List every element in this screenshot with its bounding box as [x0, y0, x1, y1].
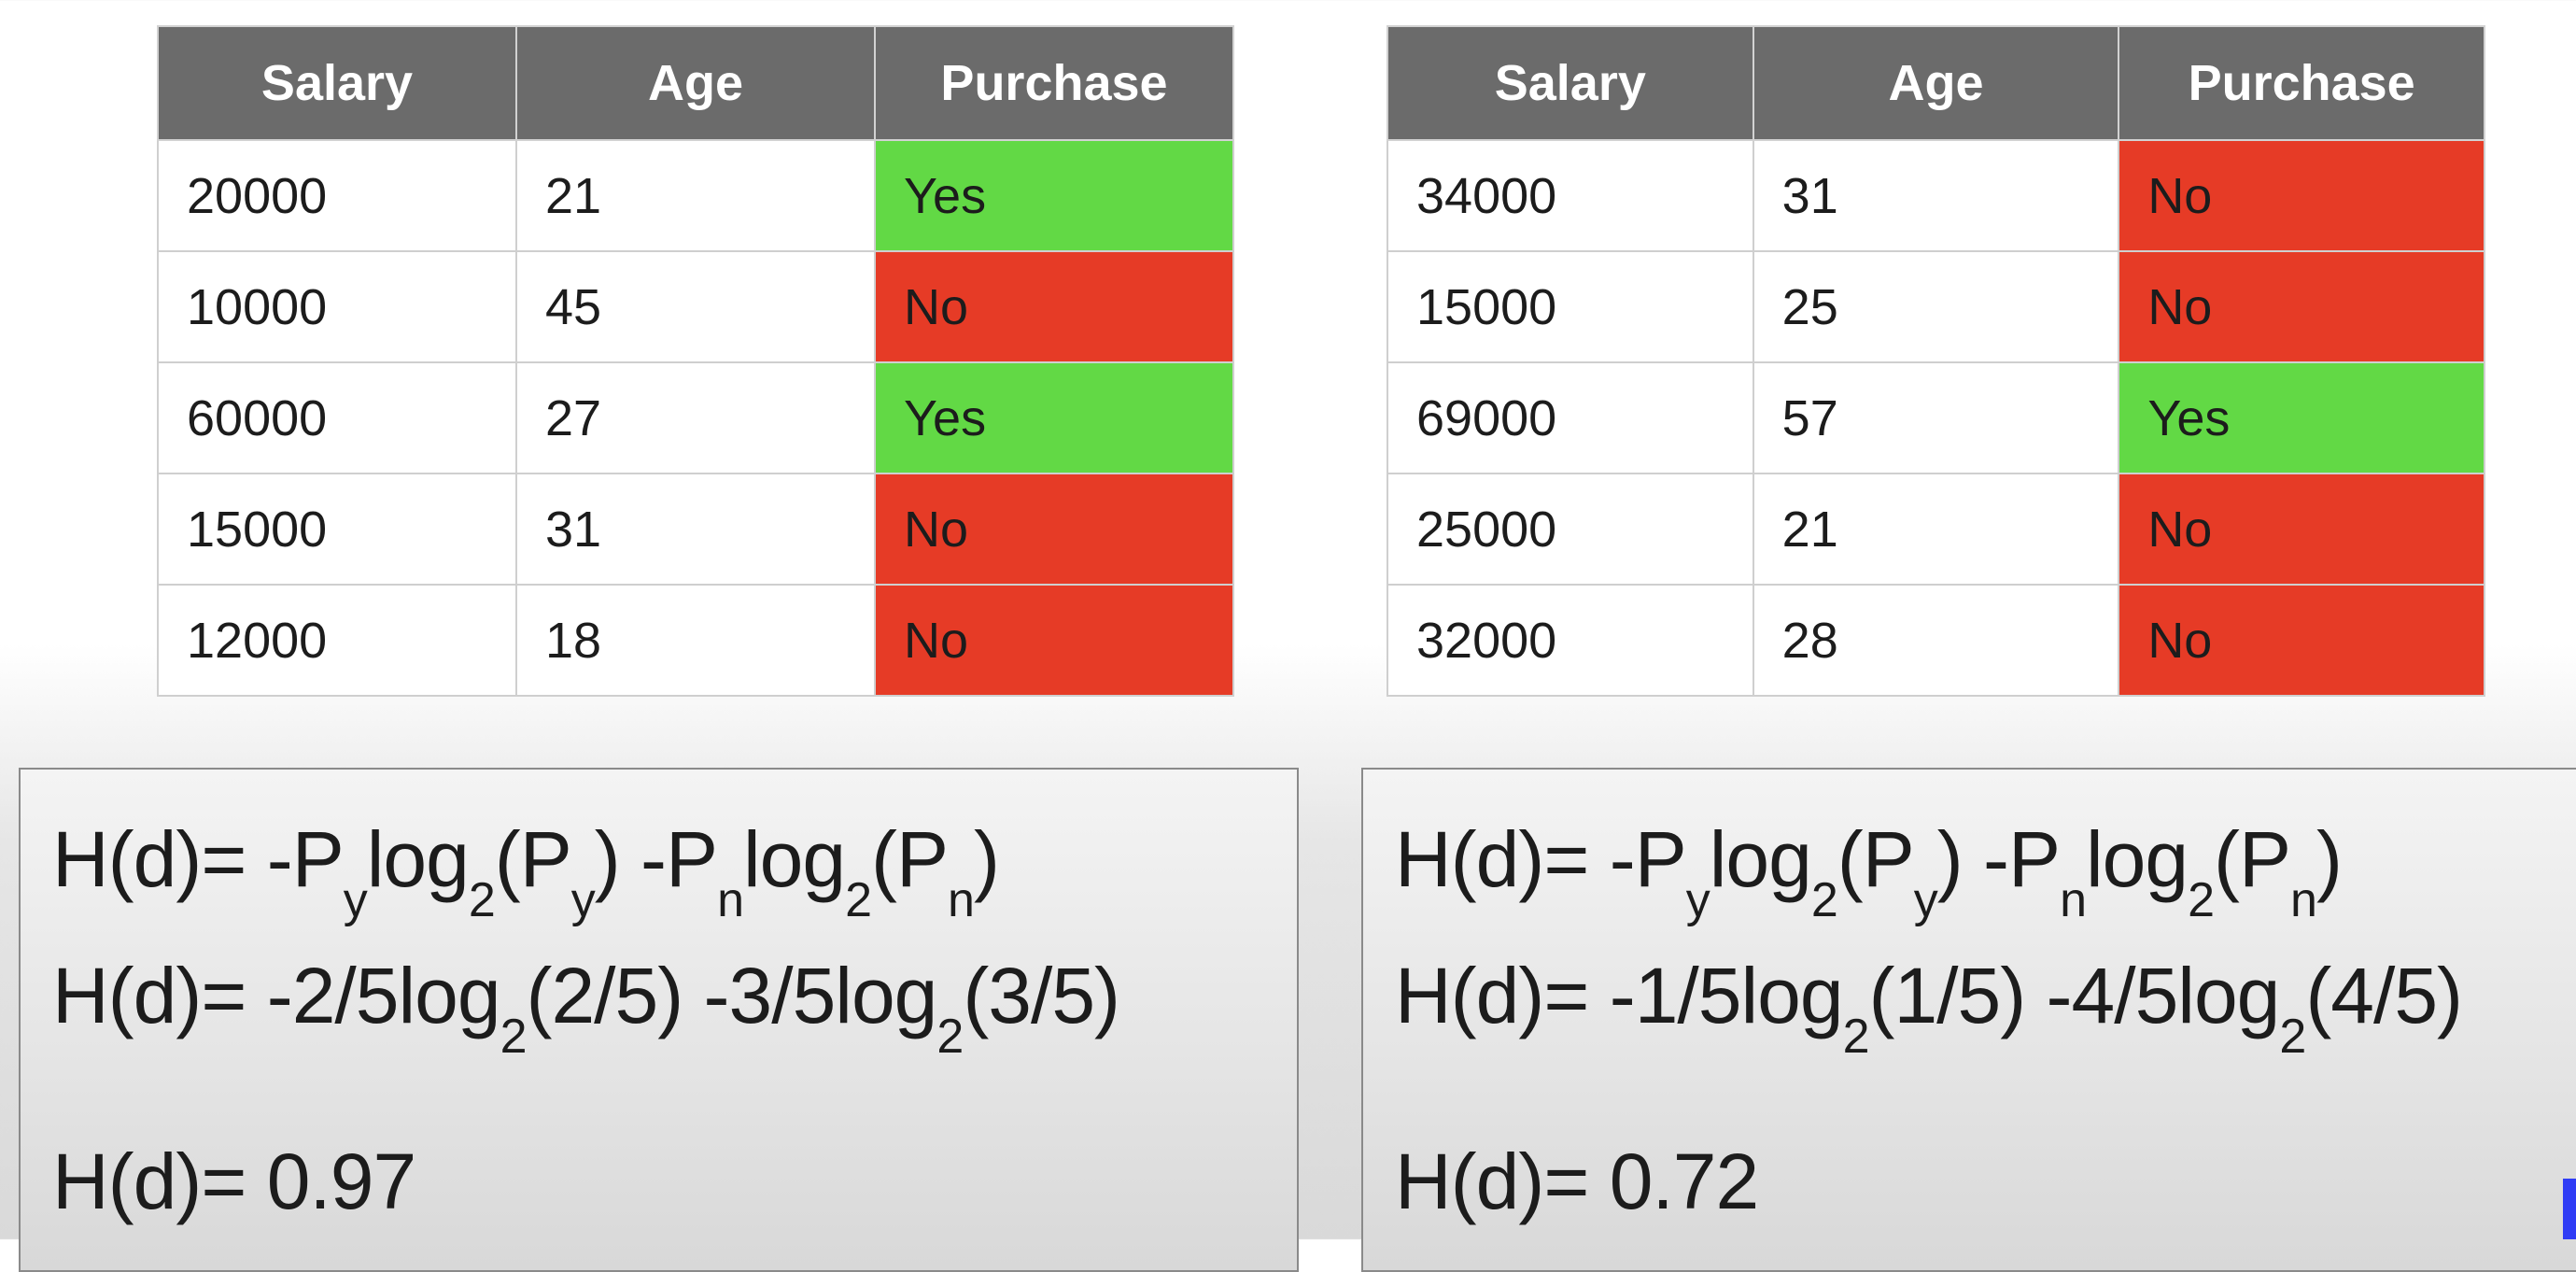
salary-cell: 15000 [157, 473, 517, 586]
entropy-formula-general: H(d)= -Pylog2(Py) -Pnlog2(Pn) [52, 820, 1000, 925]
formula-text: log [2085, 815, 2189, 903]
formula-text: ) [973, 815, 1000, 903]
table-row: 25000 21 No [1387, 473, 2485, 586]
formula-text: H(d)= -2/5log [52, 952, 501, 1039]
formula-text: H(d)= -P [52, 815, 345, 903]
salary-cell: 15000 [1387, 250, 1754, 363]
age-cell: 21 [515, 139, 876, 252]
salary-column-header: Salary [157, 25, 517, 141]
purchase-cell-yes: Yes [2118, 361, 2485, 474]
age-cell: 27 [515, 361, 876, 474]
formula-subscript: 2 [2188, 873, 2215, 928]
table-row: 15000 31 No [157, 473, 1234, 586]
table-row: 20000 21 Yes [157, 139, 1234, 252]
purchase-cell-no: No [2118, 473, 2485, 586]
formula-text: (P [1837, 815, 1915, 903]
purchase-cell-no: No [2118, 250, 2485, 363]
formula-subscript: 2 [1810, 873, 1838, 928]
age-cell: 57 [1752, 361, 2120, 474]
purchase-cell-no: No [2118, 139, 2485, 252]
formula-text: log [1709, 815, 1812, 903]
entropy-formula-substituted: H(d)= -2/5log2(2/5) -3/5log2(3/5) [52, 956, 1120, 1061]
purchase-cell-no: No [874, 584, 1234, 697]
salary-cell: 20000 [157, 139, 517, 252]
age-column-header: Age [1752, 25, 2120, 141]
left-entropy-formula-box: H(d)= -Pylog2(Py) -Pnlog2(Pn) H(d)= -2/5… [19, 768, 1299, 1272]
formula-text: (4/5) [2305, 952, 2463, 1039]
right-entropy-formula-box: H(d)= -Pylog2(Py) -Pnlog2(Pn) H(d)= -1/5… [1361, 768, 2576, 1272]
table-row: 10000 45 No [157, 250, 1234, 363]
age-cell: 21 [1752, 473, 2120, 586]
age-cell: 45 [515, 250, 876, 363]
salary-cell: 69000 [1387, 361, 1754, 474]
formula-text: ) -P [1936, 815, 2061, 903]
table-row: 60000 27 Yes [157, 361, 1234, 474]
formula-text: H(d)= -1/5log [1395, 952, 1844, 1039]
table-row: 69000 57 Yes [1387, 361, 2485, 474]
purchase-cell-yes: Yes [874, 139, 1234, 252]
formula-text: (P [494, 815, 572, 903]
formula-text: (P [2214, 815, 2291, 903]
formula-text: (2/5) -3/5log [526, 952, 937, 1039]
formula-text: ) -P [594, 815, 718, 903]
table-row: 15000 25 No [1387, 250, 2485, 363]
formula-text: (1/5) -4/5log [1868, 952, 2280, 1039]
purchase-cell-no: No [874, 473, 1234, 586]
formula-subscript: n [948, 873, 975, 928]
formula-subscript: y [570, 873, 596, 928]
salary-cell: 34000 [1387, 139, 1754, 252]
table-row: 32000 28 No [1387, 584, 2485, 697]
salary-cell: 32000 [1387, 584, 1754, 697]
purchase-cell-no: No [2118, 584, 2485, 697]
formula-subscript: 2 [936, 1010, 964, 1065]
age-cell: 28 [1752, 584, 2120, 697]
formula-subscript: 2 [2279, 1010, 2306, 1065]
formula-text: H(d)= -P [1395, 815, 1687, 903]
formula-subscript: y [343, 873, 368, 928]
salary-cell: 60000 [157, 361, 517, 474]
formula-subscript: 2 [845, 873, 872, 928]
purchase-column-header: Purchase [874, 25, 1234, 141]
corner-indicator [2563, 1179, 2576, 1239]
purchase-cell-yes: Yes [874, 361, 1234, 474]
entropy-result: H(d)= 0.72 [1395, 1138, 1759, 1225]
entropy-result: H(d)= 0.97 [52, 1138, 416, 1225]
formula-text: (3/5) [963, 952, 1120, 1039]
salary-cell: 12000 [157, 584, 517, 697]
formula-text: log [742, 815, 846, 903]
formula-subscript: 2 [500, 1010, 528, 1065]
formula-subscript: 2 [1842, 1010, 1870, 1065]
left-data-table: Salary Age Purchase 20000 21 Yes 10000 4… [157, 25, 1234, 697]
salary-cell: 25000 [1387, 473, 1754, 586]
formula-subscript: 2 [468, 873, 496, 928]
formula-subscript: n [2060, 873, 2087, 928]
table-row: 34000 31 No [1387, 139, 2485, 252]
table-header-row: Salary Age Purchase [157, 25, 1234, 141]
salary-cell: 10000 [157, 250, 517, 363]
formula-subscript: y [1913, 873, 1938, 928]
table-header-row: Salary Age Purchase [1387, 25, 2485, 141]
formula-text: ) [2316, 815, 2343, 903]
purchase-cell-no: No [874, 250, 1234, 363]
age-cell: 18 [515, 584, 876, 697]
table-row: 12000 18 No [157, 584, 1234, 697]
age-cell: 25 [1752, 250, 2120, 363]
age-cell: 31 [1752, 139, 2120, 252]
entropy-formula-general: H(d)= -Pylog2(Py) -Pnlog2(Pn) [1395, 820, 2343, 925]
age-column-header: Age [515, 25, 876, 141]
salary-column-header: Salary [1387, 25, 1754, 141]
purchase-column-header: Purchase [2118, 25, 2485, 141]
entropy-formula-substituted: H(d)= -1/5log2(1/5) -4/5log2(4/5) [1395, 956, 2463, 1061]
formula-text: (P [871, 815, 949, 903]
age-cell: 31 [515, 473, 876, 586]
formula-subscript: y [1685, 873, 1710, 928]
formula-subscript: n [2290, 873, 2317, 928]
formula-text: log [366, 815, 470, 903]
right-data-table: Salary Age Purchase 34000 31 No 15000 25… [1387, 25, 2485, 697]
formula-subscript: n [717, 873, 744, 928]
